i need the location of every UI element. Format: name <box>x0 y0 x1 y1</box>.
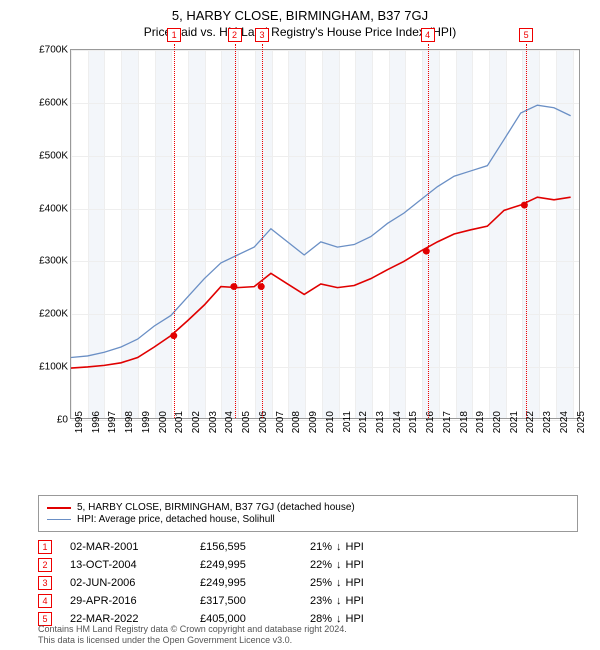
ytick-label: £600K <box>26 97 68 108</box>
ytick-label: £400K <box>26 203 68 214</box>
row-pct: 22%↓HPI <box>310 559 430 571</box>
table-row: 3 02-JUN-2006£249,99525%↓HPI <box>38 574 430 592</box>
line-layer <box>71 50 579 418</box>
table-row: 2 13-OCT-2004£249,99522%↓HPI <box>38 556 430 574</box>
marker-box: 1 <box>167 28 181 42</box>
row-pct: 28%↓HPI <box>310 613 430 625</box>
xtick-label: 2014 <box>392 411 403 441</box>
row-marker: 1 <box>38 540 52 554</box>
ytick-label: £0 <box>26 415 68 426</box>
xtick-label: 2001 <box>174 411 185 441</box>
marker-line <box>262 44 263 418</box>
row-date: 02-JUN-2006 <box>70 577 200 589</box>
sale-point <box>423 248 430 255</box>
legend-swatch <box>47 507 71 509</box>
legend-label: 5, HARBY CLOSE, BIRMINGHAM, B37 7GJ (det… <box>77 502 355 513</box>
xtick-label: 1997 <box>107 411 118 441</box>
series-price_paid <box>71 197 571 368</box>
ytick-label: £700K <box>26 45 68 56</box>
row-date: 02-MAR-2001 <box>70 541 200 553</box>
ytick-label: £200K <box>26 309 68 320</box>
legend-swatch <box>47 519 71 520</box>
table-row: 1 02-MAR-2001£156,59521%↓HPI <box>38 538 430 556</box>
down-arrow-icon: ↓ <box>336 595 342 607</box>
chart-title: 5, HARBY CLOSE, BIRMINGHAM, B37 7GJ <box>0 0 600 23</box>
xtick-label: 2018 <box>459 411 470 441</box>
footer-line2: This data is licensed under the Open Gov… <box>38 635 578 646</box>
row-price: £405,000 <box>200 613 310 625</box>
marker-line <box>235 44 236 418</box>
legend-row: 5, HARBY CLOSE, BIRMINGHAM, B37 7GJ (det… <box>47 502 569 513</box>
plot-region: 1995199619971998199920002001200220032004… <box>70 49 580 419</box>
legend: 5, HARBY CLOSE, BIRMINGHAM, B37 7GJ (det… <box>38 495 578 532</box>
xtick-label: 1995 <box>74 411 85 441</box>
row-date: 13-OCT-2004 <box>70 559 200 571</box>
xtick-label: 2006 <box>258 411 269 441</box>
row-price: £156,595 <box>200 541 310 553</box>
xtick-label: 2012 <box>358 411 369 441</box>
marker-line <box>174 44 175 418</box>
row-marker: 4 <box>38 594 52 608</box>
xtick-label: 2011 <box>342 411 353 441</box>
chart-subtitle: Price paid vs. HM Land Registry's House … <box>0 23 600 39</box>
row-price: £249,995 <box>200 559 310 571</box>
xtick-label: 2007 <box>275 411 286 441</box>
footer-line1: Contains HM Land Registry data © Crown c… <box>38 624 578 635</box>
row-marker: 3 <box>38 576 52 590</box>
xtick-label: 1996 <box>91 411 102 441</box>
down-arrow-icon: ↓ <box>336 559 342 571</box>
xtick-label: 2017 <box>442 411 453 441</box>
xtick-label: 2000 <box>158 411 169 441</box>
legend-label: HPI: Average price, detached house, Soli… <box>77 514 275 525</box>
ytick-label: £100K <box>26 362 68 373</box>
ytick-label: £500K <box>26 150 68 161</box>
series-hpi <box>71 105 571 357</box>
xtick-label: 2002 <box>191 411 202 441</box>
down-arrow-icon: ↓ <box>336 541 342 553</box>
sale-table: 102-MAR-2001£156,59521%↓HPI213-OCT-2004£… <box>38 538 430 628</box>
down-arrow-icon: ↓ <box>336 577 342 589</box>
xtick-label: 2013 <box>375 411 386 441</box>
xtick-label: 2019 <box>475 411 486 441</box>
xtick-label: 2005 <box>241 411 252 441</box>
xtick-label: 2015 <box>408 411 419 441</box>
footer: Contains HM Land Registry data © Crown c… <box>38 624 578 646</box>
xtick-label: 2024 <box>559 411 570 441</box>
row-date: 22-MAR-2022 <box>70 613 200 625</box>
ytick-label: £300K <box>26 256 68 267</box>
table-row: 4 29-APR-2016£317,50023%↓HPI <box>38 592 430 610</box>
xtick-label: 2003 <box>208 411 219 441</box>
marker-line <box>428 44 429 418</box>
legend-row: HPI: Average price, detached house, Soli… <box>47 514 569 525</box>
xtick-label: 2023 <box>542 411 553 441</box>
row-date: 29-APR-2016 <box>70 595 200 607</box>
row-marker: 2 <box>38 558 52 572</box>
xtick-label: 2008 <box>291 411 302 441</box>
marker-box: 5 <box>519 28 533 42</box>
xtick-label: 2020 <box>492 411 503 441</box>
marker-box: 2 <box>228 28 242 42</box>
row-price: £317,500 <box>200 595 310 607</box>
down-arrow-icon: ↓ <box>336 613 342 625</box>
xtick-label: 2025 <box>576 411 587 441</box>
xtick-label: 2021 <box>509 411 520 441</box>
xtick-label: 1998 <box>124 411 135 441</box>
xtick-label: 1999 <box>141 411 152 441</box>
marker-box: 4 <box>421 28 435 42</box>
row-price: £249,995 <box>200 577 310 589</box>
xtick-label: 2009 <box>308 411 319 441</box>
row-pct: 23%↓HPI <box>310 595 430 607</box>
row-pct: 21%↓HPI <box>310 541 430 553</box>
marker-line <box>526 44 527 418</box>
xtick-label: 2010 <box>325 411 336 441</box>
row-pct: 25%↓HPI <box>310 577 430 589</box>
chart-area: 1995199619971998199920002001200220032004… <box>30 49 590 449</box>
marker-box: 3 <box>255 28 269 42</box>
